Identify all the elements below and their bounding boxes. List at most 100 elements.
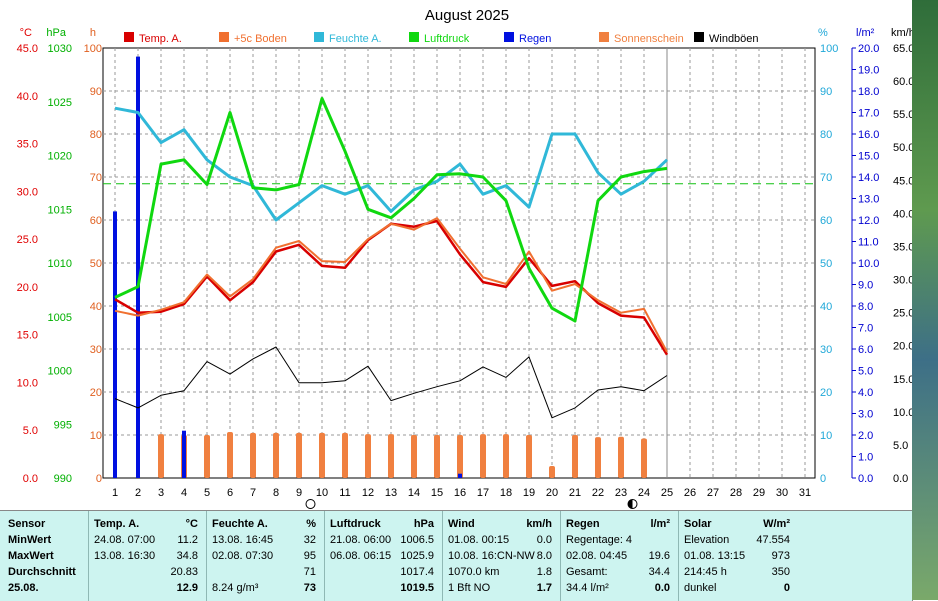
series-line-luftdruck — [114, 97, 668, 323]
stats-temp-row: 24.08. 07:00 11.2 — [94, 533, 198, 548]
stats-wind-label: 1070.0 km — [448, 566, 500, 578]
axis-tick-label: 40 — [820, 301, 832, 313]
axis-tick-label: 1.0 — [858, 452, 873, 464]
x-tick-label: 22 — [592, 487, 604, 499]
axis-unit-label: l/m² — [856, 27, 875, 39]
axis-tick-label: 14.0 — [858, 172, 879, 184]
sunshine-bar — [572, 435, 578, 478]
x-tick-label: 4 — [181, 487, 187, 499]
stats-humid-value: 71 — [303, 566, 316, 578]
legend-swatch — [694, 32, 704, 42]
stats-wind-value: 8.0 — [536, 550, 552, 562]
stats-sensor-title: Sensor — [8, 518, 46, 530]
axis-tick-label: 995 — [54, 419, 72, 431]
axis-tick-label: 25.0 — [17, 234, 38, 246]
axis-unit-label: % — [818, 27, 828, 39]
stats-rain-row: 02.08. 04:45 19.6 — [566, 549, 670, 564]
stats-wind-value: 0.0 — [536, 534, 552, 546]
stats-solar-label: Elevation — [684, 534, 730, 546]
axis-tick-label: 10.0 — [17, 377, 38, 389]
rain-bar — [458, 473, 462, 478]
stats-wind-label: 01.08. 00:15 — [448, 534, 510, 546]
stats-humidity-column: Feuchte A.% 13.08. 16:45 32 02.08. 07:30 95 7… — [212, 511, 316, 601]
stats-wind-row: 01.08. 00:15 0.0 — [448, 533, 552, 548]
x-tick-label: 7 — [250, 487, 256, 499]
sunshine-bar — [250, 432, 256, 478]
sunshine-bar — [158, 434, 164, 478]
axis-tick-label: 20.0 — [858, 43, 879, 55]
legend-label: Temp. A. — [139, 33, 182, 45]
legend-swatch — [314, 32, 324, 42]
axis-tick-label: 100 — [84, 43, 102, 55]
series-line-windb-en — [114, 346, 668, 419]
stats-temp-column: Temp. A. °C 24.08. 07:00 11.2 13.08. 16:30 34… — [94, 511, 198, 601]
stats-solar-row: Elevation 47.554 — [684, 533, 790, 548]
background-image-edge — [912, 0, 938, 600]
axis-tick-label: 9.0 — [858, 280, 873, 292]
stats-rain-column: Regen l/m² Regentage: 4 02.08. 04:45 19.6 Ges… — [566, 511, 670, 601]
stats-temp-row: 20.83 — [94, 565, 198, 580]
stats-temp-row: 13.08. 16:30 34.8 — [94, 549, 198, 564]
stats-wind-value: 1.8 — [536, 566, 552, 578]
stats-wind-unit: km/h — [526, 518, 552, 530]
stats-solar-header: Solar W/m² — [684, 517, 790, 532]
axis-tick-label: 17.0 — [858, 108, 879, 120]
stats-humid-label: 8.24 g/m³ — [212, 582, 259, 594]
x-tick-label: 21 — [569, 487, 581, 499]
stats-solar-row: dunkel 0 — [684, 581, 790, 596]
axis-tick-label: 19.0 — [858, 65, 879, 77]
sunshine-bar — [641, 438, 647, 478]
rain-bar — [113, 211, 117, 478]
axis-tick-label: 25.0 — [893, 308, 914, 320]
stats-divider — [88, 511, 89, 601]
stats-wind-row: 1070.0 km 1.8 — [448, 565, 552, 580]
stats-solar-value: 47.554 — [756, 534, 790, 546]
x-tick-label: 17 — [477, 487, 489, 499]
stats-wind-label: 10.08. 16:CN-NW — [448, 550, 535, 562]
axis-tick-label: 1010 — [48, 258, 72, 270]
axis-tick-label: 50 — [90, 258, 102, 270]
x-tick-label: 14 — [408, 487, 420, 499]
axis-tick-label: 0.0 — [23, 473, 38, 485]
moon-full-icon — [305, 499, 316, 509]
stats-press-title: Luftdruck — [330, 518, 381, 530]
axis-tick-label: 1025 — [48, 97, 72, 109]
stats-temp-row: 12.9 — [94, 581, 198, 596]
legend-swatch — [409, 32, 419, 42]
statistics-panel: Sensor MinWert MaxWert Durchschnitt 25.0… — [0, 510, 913, 601]
x-tick-label: 20 — [546, 487, 558, 499]
stats-rain-label: Regentage: 4 — [566, 534, 633, 546]
axis-tick-label: 1000 — [48, 366, 72, 378]
legend-swatch — [124, 32, 134, 42]
stats-press-row: 06.08. 06:15 1025.9 — [330, 549, 434, 564]
stats-wind-header: Wind km/h — [448, 517, 552, 532]
x-tick-label: 18 — [500, 487, 512, 499]
stats-row-label-today: 25.08. — [8, 582, 39, 594]
stats-divider — [324, 511, 325, 601]
stats-rain-unit: l/m² — [650, 518, 670, 530]
stats-solar-label: 01.08. 13:15 — [684, 550, 746, 562]
stats-humid-value: 95 — [303, 550, 316, 562]
axis-tick-label: 50 — [820, 258, 832, 270]
x-tick-label: 25 — [661, 487, 673, 499]
sunshine-bar — [480, 434, 486, 478]
moon-half-shade — [628, 499, 633, 509]
sunshine-bar — [411, 435, 417, 478]
axis-tick-label: 10.0 — [858, 258, 879, 270]
sunshine-bar — [595, 437, 601, 478]
axis-tick-label: 13.0 — [858, 194, 879, 206]
axis-tick-label: 55.0 — [893, 109, 914, 121]
x-tick-label: 24 — [638, 487, 650, 499]
axis-tick-label: 35.0 — [17, 139, 38, 151]
stats-temp-value: 20.83 — [170, 566, 198, 578]
stats-rain-row: Gesamt: 34.4 — [566, 565, 670, 580]
sunshine-bar — [434, 435, 440, 478]
axis-tick-label: 20 — [90, 387, 102, 399]
stats-press-value: 1019.5 — [400, 582, 434, 594]
x-tick-label: 26 — [684, 487, 696, 499]
stats-rain-row: 34.4 l/m² 0.0 — [566, 581, 670, 596]
stats-temp-value: 34.8 — [176, 550, 198, 562]
axis-tick-label: 50.0 — [893, 142, 914, 154]
axis-tick-label: 40.0 — [893, 208, 914, 220]
sunshine-bar — [319, 432, 325, 478]
